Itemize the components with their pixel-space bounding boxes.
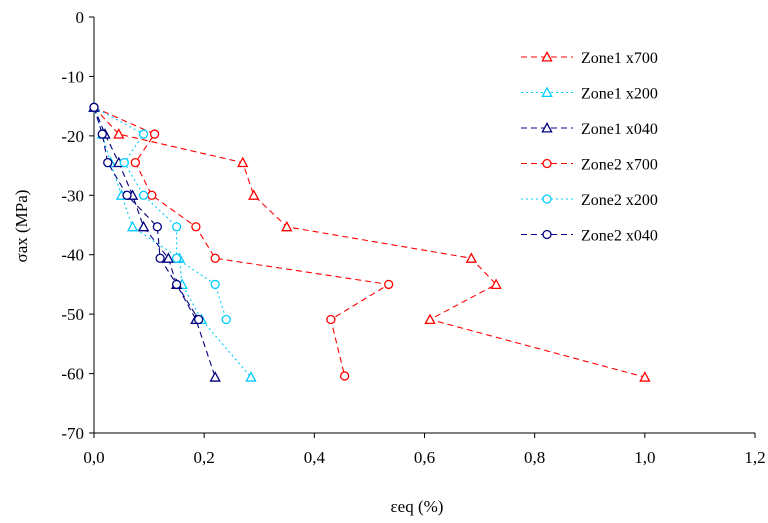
data-point [171, 279, 182, 290]
legend-label: Zone1 x700 [581, 50, 658, 67]
data-point [155, 253, 165, 263]
data-point [138, 190, 149, 200]
series-group [88, 101, 651, 382]
legend-marker [541, 86, 553, 98]
series-zone1-x040 [88, 101, 221, 382]
y-tick-label: -70 [61, 424, 84, 443]
data-point [221, 314, 231, 325]
data-point [137, 220, 150, 232]
data-point [245, 371, 257, 382]
data-point [122, 190, 132, 200]
y-tick-label: -60 [61, 365, 84, 384]
x-tick-label: 0,0 [83, 448, 104, 467]
data-point [119, 157, 129, 168]
legend-item: Zone2 x200 [521, 192, 658, 209]
legend-item: Zone1 x700 [521, 50, 658, 67]
data-point [424, 313, 436, 325]
x-tick-label: 0,6 [414, 448, 435, 467]
data-point [147, 190, 157, 200]
data-point [113, 128, 125, 139]
series-zone2-x200 [89, 102, 231, 325]
y-tick-label: 0 [76, 8, 85, 27]
data-point [194, 314, 204, 325]
x-tick-label: 0,2 [194, 448, 215, 467]
data-point [191, 222, 201, 232]
data-point [130, 157, 140, 168]
legend-item: Zone1 x200 [521, 86, 658, 103]
series-line [93, 107, 200, 320]
data-point [210, 253, 220, 263]
y-axis-label: σax (MPa) [12, 190, 31, 263]
series-line [93, 107, 252, 378]
legend-item: Zone2 x040 [521, 228, 658, 245]
legend-label: Zone1 x040 [581, 121, 658, 138]
legend-marker [542, 194, 552, 204]
legend-marker [541, 51, 553, 62]
series-line [93, 106, 645, 378]
legend-marker [542, 158, 552, 169]
x-tick-label: 1,2 [744, 448, 765, 467]
series-zone2-x040 [89, 102, 204, 325]
data-point [326, 314, 336, 325]
legend-item: Zone2 x700 [521, 157, 658, 174]
series-line [93, 106, 391, 377]
y-tick-label: -50 [61, 305, 84, 324]
x-tick-label: 0,4 [304, 448, 326, 467]
axes: 0 -10 -20 -30 -40 -50 -60 -70 0,0 0,2 0,4 0,6 0,8 1,0… [61, 8, 765, 467]
data-point [490, 278, 502, 289]
data-point [171, 253, 182, 263]
series-zone2-x700 [89, 102, 394, 381]
x-tick-label: 1,0 [634, 448, 655, 467]
data-point [339, 371, 350, 381]
series-line [93, 107, 216, 378]
data-point [126, 220, 139, 232]
data-point [384, 279, 394, 290]
y-tick-label: -30 [61, 186, 84, 205]
legend: Zone1 x700 Zone1 x200 Zone1 x040 Zone2 x700… [521, 50, 658, 245]
legend-marker [541, 122, 553, 133]
data-point [237, 156, 249, 168]
legend-item: Zone1 x040 [521, 121, 658, 138]
y-tick-label: -40 [61, 246, 84, 265]
data-point [248, 189, 260, 200]
x-axis-label: εeq (%) [391, 497, 444, 516]
data-point [465, 252, 478, 263]
data-point [162, 252, 175, 263]
series-zone1-x200 [88, 101, 257, 382]
data-point [209, 371, 221, 382]
data-point [281, 220, 293, 232]
y-tick-label: -10 [61, 67, 84, 86]
data-point [210, 279, 220, 290]
series-line [93, 106, 227, 320]
y-tick-label: -20 [61, 127, 84, 146]
legend-marker [542, 229, 552, 240]
data-point [103, 157, 113, 168]
data-point [89, 102, 99, 112]
series-zone1-x700 [88, 101, 651, 382]
legend-label: Zone2 x040 [581, 228, 658, 245]
legend-label: Zone2 x700 [581, 157, 658, 174]
data-point [149, 129, 160, 139]
data-point [138, 129, 149, 139]
x-tick-label: 0,8 [524, 448, 545, 467]
data-point [639, 371, 651, 382]
legend-label: Zone2 x200 [581, 192, 658, 209]
data-point [171, 222, 182, 232]
legend-label: Zone1 x200 [581, 86, 658, 103]
data-point [152, 222, 162, 232]
data-point [97, 129, 107, 139]
